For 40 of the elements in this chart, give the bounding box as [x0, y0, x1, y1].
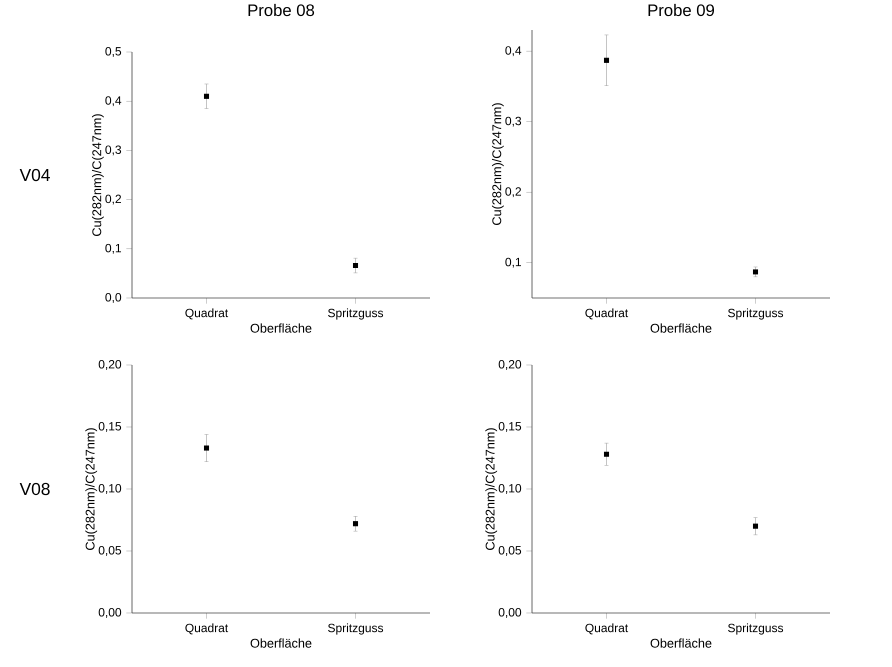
- y-tick-label: 0,10: [498, 484, 522, 494]
- text: V08: [20, 482, 50, 496]
- y-tick-label: 0,2: [505, 187, 521, 198]
- y-tick-label: 0,05: [98, 546, 122, 556]
- y-tick-label: 0,2: [105, 194, 121, 205]
- x-axis-title: Oberfläche: [250, 323, 312, 333]
- x-axis-title: Oberfläche: [650, 323, 712, 333]
- x-tick-label: Quadrat: [185, 623, 228, 634]
- y-axis-title: Cu(282nm)/C(247nm): [492, 103, 504, 225]
- x-axis-title: Oberfläche: [250, 638, 312, 648]
- x-tick-label: Spritzguss: [728, 308, 784, 320]
- x-tick-label: Spritzguss: [728, 623, 784, 635]
- chart-title: Probe 08: [248, 4, 314, 16]
- y-tick-label: 0,20: [498, 360, 522, 370]
- y-tick-label: 0,00: [98, 608, 122, 618]
- x-tick-label: Spritzguss: [328, 623, 384, 635]
- y-tick-label: 0,5: [105, 47, 122, 57]
- x-axis-title: Oberfläche: [650, 638, 712, 648]
- chart-title: Probe 09: [648, 4, 714, 16]
- x-tick-label: Quadrat: [185, 308, 228, 320]
- y-tick-label: 0,00: [498, 608, 522, 618]
- y-tick-label: 0,4: [505, 46, 522, 56]
- x-tick-label: Spritzguss: [328, 308, 384, 320]
- y-tick-label: 0,3: [105, 145, 122, 156]
- y-tick-label: 0,0: [105, 293, 122, 303]
- x-tick-label: Quadrat: [585, 308, 628, 320]
- x-tick-label: Quadrat: [585, 623, 628, 634]
- y-tick-label: 0,1: [505, 258, 522, 268]
- text: V04: [20, 168, 50, 182]
- y-tick-label: 0,10: [98, 484, 122, 494]
- y-tick-label: 0,4: [105, 96, 122, 106]
- y-axis-title: Cu(282nm)/C(247nm): [85, 428, 98, 550]
- y-tick-label: 0,3: [505, 116, 522, 127]
- y-tick-label: 0,15: [98, 422, 122, 432]
- y-tick-label: 0,1: [105, 244, 122, 254]
- y-tick-label: 0,20: [98, 360, 122, 370]
- y-tick-label: 0,15: [498, 422, 522, 432]
- y-tick-label: 0,05: [498, 546, 522, 556]
- y-axis-title: Cu(282nm)/C(247nm): [92, 114, 104, 236]
- y-axis-title: Cu(282nm)/C(247nm): [485, 428, 498, 550]
